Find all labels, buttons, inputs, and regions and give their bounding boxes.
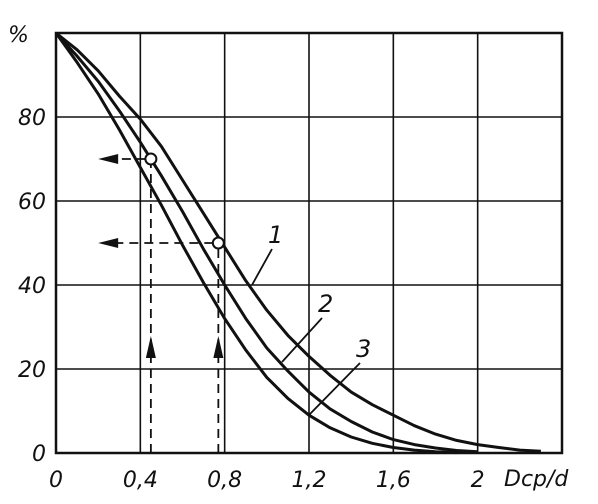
y-tick-label: 60 xyxy=(18,190,46,215)
x-tick-label: 1,6 xyxy=(376,468,411,493)
arrow-left-icon xyxy=(98,154,119,164)
annotation-marker xyxy=(211,236,225,250)
y-tick-label: 20 xyxy=(18,358,46,383)
y-tick-label: 40 xyxy=(18,274,46,299)
x-tick-label: 0,8 xyxy=(207,468,242,493)
series-line-2 xyxy=(54,31,478,454)
y-axis-label: % xyxy=(8,23,29,48)
y-tick-label: 0 xyxy=(32,442,46,467)
grid-lines xyxy=(56,33,562,453)
annotation-layer xyxy=(98,152,225,453)
series-lines xyxy=(54,31,541,455)
y-tick-label: 80 xyxy=(18,106,46,131)
x-tick-label: 2 xyxy=(471,468,485,493)
x-tick-label: 0 xyxy=(49,468,63,493)
x-tick-label: 0,4 xyxy=(123,468,158,493)
arrow-up-icon xyxy=(213,336,224,358)
curve-label: 3 xyxy=(356,335,371,363)
curve-label: 2 xyxy=(318,290,333,318)
x-tick-label: 1,2 xyxy=(292,468,327,493)
x-axis-label: Dcp/d xyxy=(504,467,569,492)
curve-leader-line xyxy=(307,362,361,417)
curve-label: 1 xyxy=(268,221,283,249)
series-line-3 xyxy=(54,32,457,455)
annotation-marker xyxy=(144,152,158,166)
curve-leader-line xyxy=(251,248,273,286)
series-line-1 xyxy=(55,31,541,453)
arrow-up-icon xyxy=(145,336,156,358)
curve-labels: 1 23 xyxy=(251,221,371,417)
arrow-left-icon xyxy=(98,238,119,248)
curve-leader-line xyxy=(281,317,323,363)
